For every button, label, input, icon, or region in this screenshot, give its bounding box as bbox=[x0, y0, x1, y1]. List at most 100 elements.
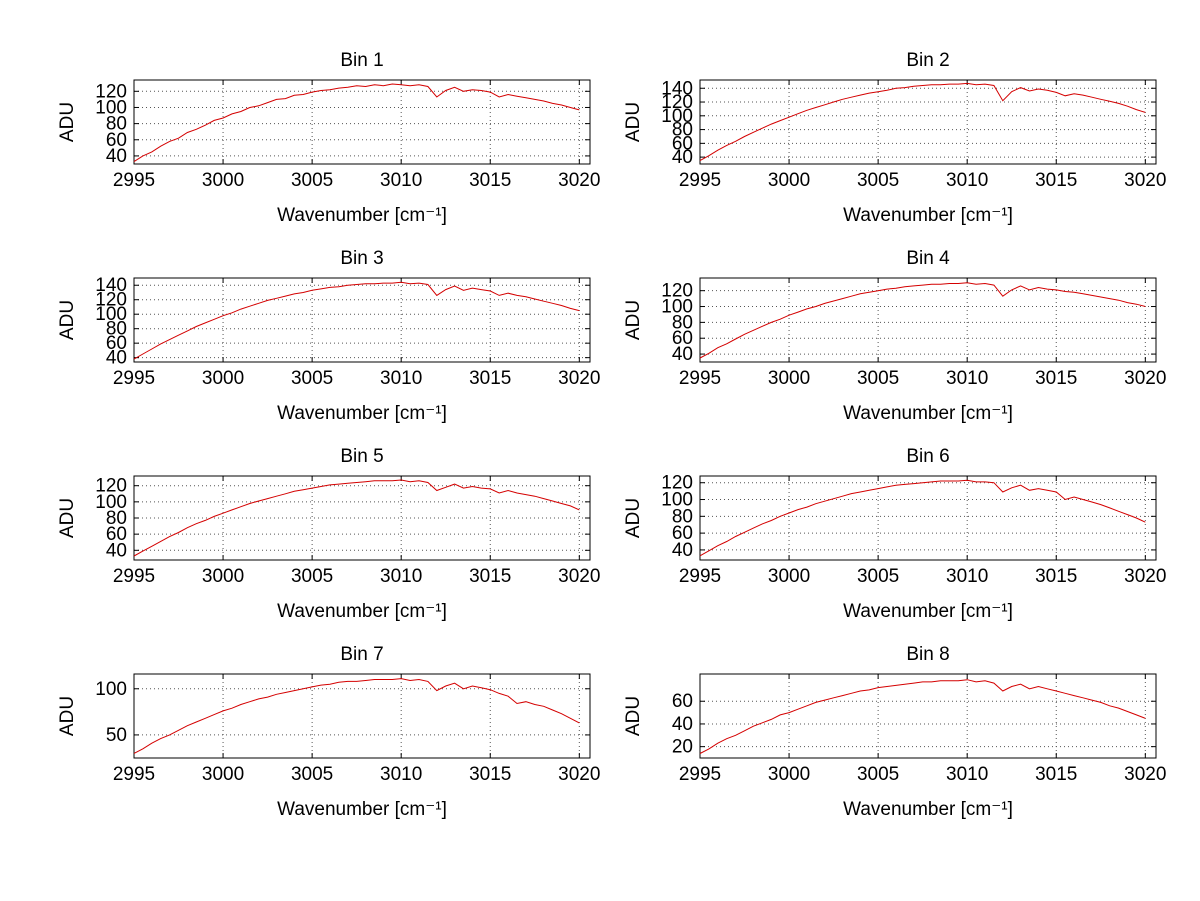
x-axis-label: Wavenumber [cm⁻¹] bbox=[277, 799, 447, 820]
x-axis-label: Wavenumber [cm⁻¹] bbox=[843, 403, 1013, 424]
y-axis-label: ADU bbox=[623, 299, 644, 341]
svg-text:3020: 3020 bbox=[1124, 764, 1166, 785]
plot-title: Bin 8 bbox=[906, 644, 950, 665]
subplot-bin-3: Bin 3 ADU 2995 3000 3005 3010 3015 3020 40 60 80… bbox=[52, 246, 618, 444]
svg-text:80: 80 bbox=[672, 506, 693, 527]
subplot-bin-2: Bin 2 ADU 2995 3000 3005 3010 3015 3020 40 60 80… bbox=[618, 48, 1184, 246]
svg-text:3010: 3010 bbox=[380, 368, 422, 389]
subplot-bin-4: Bin 4 ADU 2995 3000 3005 3010 3015 3020 40 60 80… bbox=[618, 246, 1184, 444]
svg-text:60: 60 bbox=[672, 328, 693, 349]
svg-text:60: 60 bbox=[672, 133, 693, 154]
svg-text:120: 120 bbox=[95, 476, 127, 497]
svg-text:3010: 3010 bbox=[380, 170, 422, 191]
svg-text:3000: 3000 bbox=[768, 764, 810, 785]
svg-text:100: 100 bbox=[661, 490, 693, 511]
subplot-bin-8: Bin 8 ADU 2995 3000 3005 3010 3015 3020 20 40 60… bbox=[618, 642, 1184, 840]
plot-title: Bin 7 bbox=[340, 644, 384, 665]
svg-text:2995: 2995 bbox=[679, 170, 721, 191]
y-axis-label: ADU bbox=[57, 497, 78, 539]
svg-text:60: 60 bbox=[106, 333, 127, 354]
svg-text:3020: 3020 bbox=[558, 170, 600, 191]
x-axis-label: Wavenumber [cm⁻¹] bbox=[843, 799, 1013, 820]
subplot-bin-5: Bin 5 ADU 2995 3000 3005 3010 3015 3020 40 60 80… bbox=[52, 444, 618, 642]
y-axis-label: ADU bbox=[623, 695, 644, 737]
plot-title: Bin 4 bbox=[906, 248, 950, 269]
plot-title: Bin 2 bbox=[906, 50, 950, 71]
svg-text:80: 80 bbox=[106, 508, 127, 529]
svg-text:3005: 3005 bbox=[857, 368, 899, 389]
svg-text:3015: 3015 bbox=[469, 764, 511, 785]
svg-text:3005: 3005 bbox=[291, 170, 333, 191]
svg-text:100: 100 bbox=[661, 106, 693, 127]
svg-text:60: 60 bbox=[106, 130, 127, 151]
svg-text:80: 80 bbox=[106, 319, 127, 340]
svg-text:3005: 3005 bbox=[291, 764, 333, 785]
svg-text:3015: 3015 bbox=[1035, 368, 1077, 389]
svg-text:40: 40 bbox=[106, 146, 127, 167]
svg-text:3000: 3000 bbox=[768, 170, 810, 191]
svg-text:40: 40 bbox=[672, 714, 693, 735]
subplot-grid: Bin 1 ADU 2995 3000 3005 3010 3015 3020 40 60 80… bbox=[52, 48, 1184, 840]
plot-title: Bin 1 bbox=[340, 50, 384, 71]
svg-text:120: 120 bbox=[661, 473, 693, 494]
svg-text:20: 20 bbox=[672, 737, 693, 758]
svg-text:3015: 3015 bbox=[1035, 170, 1077, 191]
svg-text:2995: 2995 bbox=[113, 566, 155, 587]
svg-text:3005: 3005 bbox=[291, 368, 333, 389]
svg-text:2995: 2995 bbox=[113, 764, 155, 785]
x-axis-label: Wavenumber [cm⁻¹] bbox=[277, 601, 447, 622]
svg-text:50: 50 bbox=[106, 725, 127, 746]
plot-title: Bin 6 bbox=[906, 446, 950, 467]
svg-text:2995: 2995 bbox=[113, 170, 155, 191]
svg-text:3015: 3015 bbox=[1035, 764, 1077, 785]
svg-text:3015: 3015 bbox=[469, 170, 511, 191]
plot-area: 2995 3000 3005 3010 3015 3020 50 100 bbox=[95, 673, 600, 785]
svg-text:3000: 3000 bbox=[202, 368, 244, 389]
svg-text:3020: 3020 bbox=[558, 368, 600, 389]
svg-text:100: 100 bbox=[95, 97, 127, 118]
subplot-bin-6: Bin 6 ADU 2995 3000 3005 3010 3015 3020 40 60 80… bbox=[618, 444, 1184, 642]
x-axis-label: Wavenumber [cm⁻¹] bbox=[277, 403, 447, 424]
plot-title: Bin 3 bbox=[340, 248, 384, 269]
plot-title: Bin 5 bbox=[340, 446, 384, 467]
svg-text:40: 40 bbox=[106, 348, 127, 369]
svg-text:100: 100 bbox=[95, 679, 127, 700]
svg-text:120: 120 bbox=[95, 290, 127, 311]
svg-text:3010: 3010 bbox=[946, 764, 988, 785]
y-axis-label: ADU bbox=[57, 299, 78, 341]
svg-text:3000: 3000 bbox=[202, 566, 244, 587]
svg-text:40: 40 bbox=[106, 540, 127, 561]
svg-text:3020: 3020 bbox=[1124, 566, 1166, 587]
svg-text:3010: 3010 bbox=[380, 764, 422, 785]
svg-text:140: 140 bbox=[661, 78, 693, 99]
x-axis-label: Wavenumber [cm⁻¹] bbox=[843, 601, 1013, 622]
svg-text:3005: 3005 bbox=[857, 170, 899, 191]
svg-text:3010: 3010 bbox=[380, 566, 422, 587]
svg-text:40: 40 bbox=[672, 540, 693, 561]
svg-text:3000: 3000 bbox=[768, 368, 810, 389]
svg-text:80: 80 bbox=[106, 114, 127, 135]
svg-text:3020: 3020 bbox=[558, 764, 600, 785]
svg-text:3020: 3020 bbox=[1124, 170, 1166, 191]
svg-text:3005: 3005 bbox=[291, 566, 333, 587]
svg-text:3005: 3005 bbox=[857, 566, 899, 587]
svg-text:140: 140 bbox=[95, 275, 127, 296]
svg-text:40: 40 bbox=[672, 147, 693, 168]
svg-text:2995: 2995 bbox=[113, 368, 155, 389]
svg-text:3010: 3010 bbox=[946, 170, 988, 191]
svg-text:3000: 3000 bbox=[202, 170, 244, 191]
svg-text:120: 120 bbox=[95, 81, 127, 102]
y-axis-label: ADU bbox=[623, 101, 644, 143]
svg-text:60: 60 bbox=[106, 524, 127, 545]
svg-text:3010: 3010 bbox=[946, 368, 988, 389]
svg-text:120: 120 bbox=[661, 92, 693, 113]
svg-text:100: 100 bbox=[95, 492, 127, 513]
x-axis-label: Wavenumber [cm⁻¹] bbox=[843, 205, 1013, 226]
svg-text:3000: 3000 bbox=[768, 566, 810, 587]
svg-text:3015: 3015 bbox=[1035, 566, 1077, 587]
